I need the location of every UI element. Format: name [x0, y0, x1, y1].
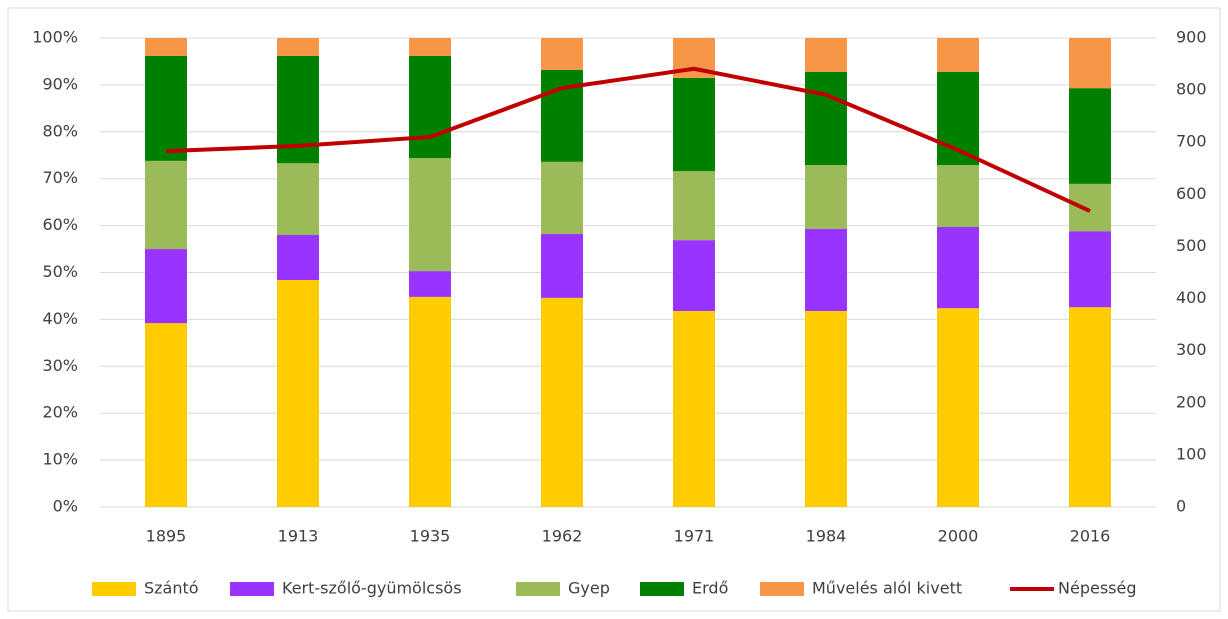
legend-swatch: [230, 582, 274, 596]
legend-label: Kert-szőlő-gyümölcsös: [282, 579, 462, 598]
x-tick-label: 2000: [938, 527, 979, 546]
bar-segment: [541, 38, 583, 70]
bar-segment: [805, 310, 847, 507]
legend-label: Népesség: [1058, 579, 1136, 598]
bar-segment: [277, 280, 319, 507]
bar-segment: [805, 71, 847, 166]
x-tick-label: 2016: [1070, 527, 1111, 546]
bar-segment: [277, 38, 319, 56]
bar-segment: [145, 55, 187, 161]
x-tick-label: 1962: [542, 527, 583, 546]
y-tick-label: 60%: [42, 215, 78, 234]
y-tick-label: 80%: [42, 121, 78, 140]
legend-swatch: [516, 582, 560, 596]
bar-segment: [673, 171, 715, 241]
y2-tick-label: 100: [1176, 444, 1207, 463]
bar-segment: [673, 77, 715, 172]
bar-segment: [805, 165, 847, 229]
bar-segment: [673, 240, 715, 311]
legend-swatch: [92, 582, 136, 596]
bar-segment: [277, 234, 319, 281]
x-tick-label: 1913: [278, 527, 319, 546]
bar-segment: [937, 165, 979, 228]
y2-tick-label: 0: [1176, 497, 1186, 516]
legend-label: Gyep: [568, 579, 610, 598]
y2-tick-label: 800: [1176, 80, 1207, 99]
y2-tick-label: 400: [1176, 288, 1207, 307]
legend-label: Erdő: [692, 579, 728, 598]
y2-tick-label: 200: [1176, 392, 1207, 411]
y2-tick-label: 300: [1176, 340, 1207, 359]
bar-segment: [541, 297, 583, 507]
bar-segment: [805, 228, 847, 311]
y-tick-label: 50%: [42, 262, 78, 281]
bar-segment: [673, 310, 715, 507]
legend-swatch: [760, 582, 804, 596]
bar-segment: [409, 158, 451, 272]
bar-segment: [1069, 183, 1111, 232]
line: [165, 66, 1091, 213]
y-tick-label: 70%: [42, 168, 78, 187]
bar-segment: [145, 38, 187, 56]
bar-segment: [937, 227, 979, 309]
bar-segment: [409, 38, 451, 56]
bar-segment: [805, 38, 847, 72]
bar-segment: [1069, 38, 1111, 89]
y-tick-label: 90%: [42, 74, 78, 93]
bar-segment: [937, 308, 979, 507]
legend-swatch: [640, 582, 684, 596]
bar-segment: [409, 55, 451, 159]
bar-segment: [145, 249, 187, 324]
bar-segment: [541, 161, 583, 235]
x-tick-label: 1935: [410, 527, 451, 546]
bar-segment: [1069, 88, 1111, 184]
y-tick-label: 40%: [42, 309, 78, 328]
bar-segment: [541, 234, 583, 298]
y-tick-label: 100%: [32, 28, 78, 47]
bar-segment: [1069, 231, 1111, 308]
legend-label: Művelés alól kivett: [812, 579, 962, 598]
bar-segment: [409, 271, 451, 297]
x-tick-label: 1895: [146, 527, 187, 546]
y2-tick-label: 500: [1176, 236, 1207, 255]
y-tick-label: 0%: [53, 497, 78, 516]
x-tick-label: 1971: [674, 527, 715, 546]
chart-frame: [7, 7, 1221, 612]
bar-segment: [1069, 307, 1111, 507]
y-tick-label: 10%: [42, 450, 78, 469]
legend-label: Szántó: [144, 579, 199, 598]
bar-segment: [937, 38, 979, 72]
bar-segment: [145, 160, 187, 250]
y2-tick-label: 600: [1176, 184, 1207, 203]
bar-segment: [145, 323, 187, 507]
bar-segment: [409, 296, 451, 507]
y-tick-label: 30%: [42, 356, 78, 375]
x-tick-label: 1984: [806, 527, 847, 546]
y2-tick-label: 700: [1176, 132, 1207, 151]
y2-tick-label: 900: [1176, 28, 1207, 47]
bar-segment: [277, 163, 319, 235]
y-tick-label: 20%: [42, 403, 78, 422]
bar-segment: [541, 69, 583, 162]
